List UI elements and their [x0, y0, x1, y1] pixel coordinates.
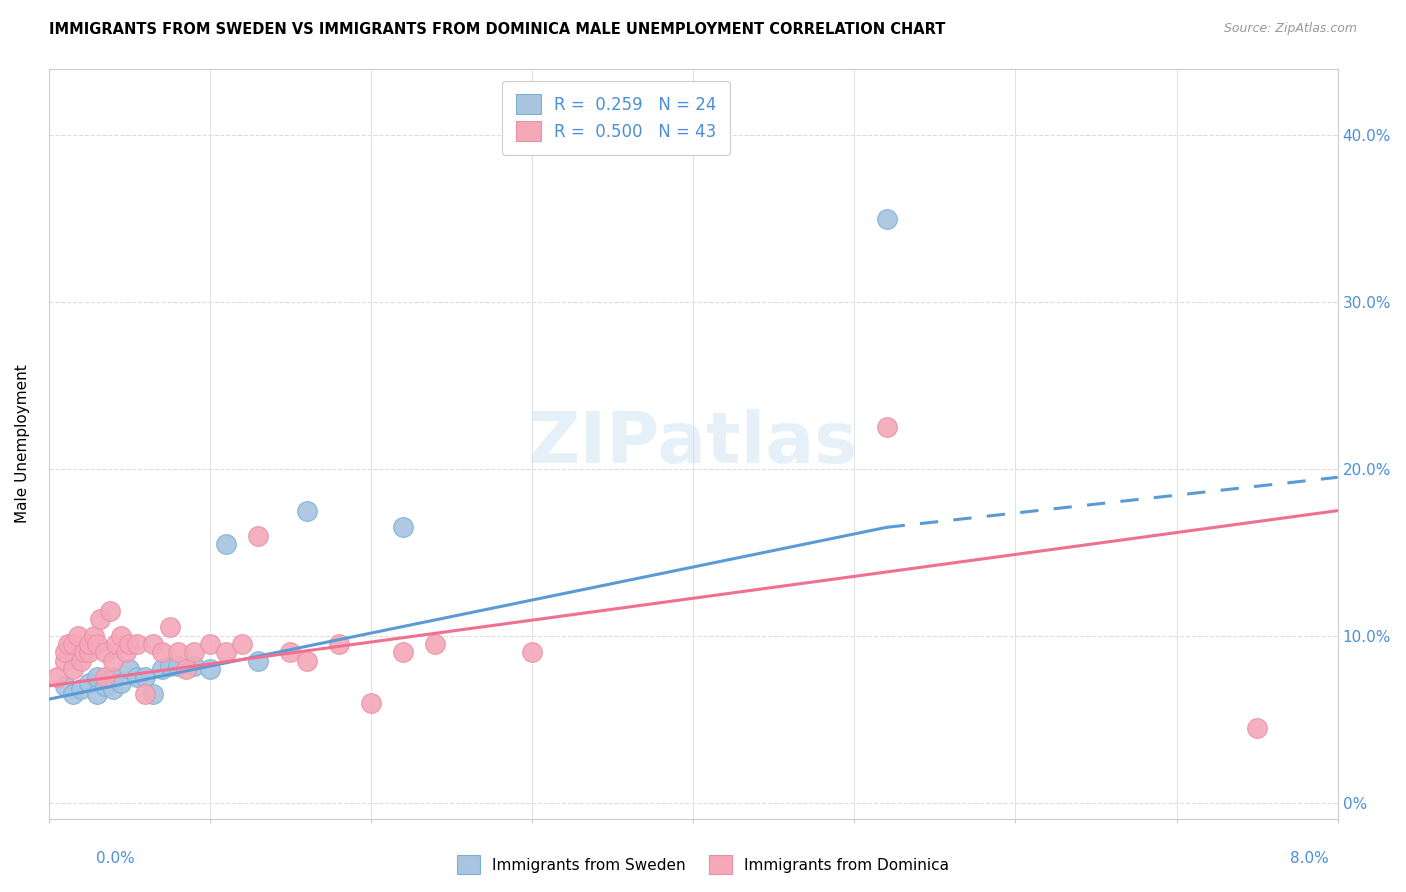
Point: [166, 645, 188, 659]
Point: [94, 645, 117, 659]
Point: [166, 658, 188, 673]
Point: [115, 645, 138, 659]
Point: [66, 629, 89, 643]
Legend: R =  0.259   N = 24, R =  0.500   N = 43: R = 0.259 N = 24, R = 0.500 N = 43: [502, 80, 730, 154]
Point: [118, 662, 141, 676]
Point: [94, 671, 117, 685]
Point: [103, 671, 125, 685]
Point: [134, 671, 156, 685]
Point: [231, 637, 253, 651]
Point: [142, 637, 165, 651]
Legend: Immigrants from Sweden, Immigrants from Dominica: Immigrants from Sweden, Immigrants from …: [451, 849, 955, 880]
Point: [280, 645, 302, 659]
Point: [159, 658, 181, 673]
Point: [62, 662, 84, 676]
Point: [1246, 721, 1268, 735]
Point: [86, 671, 108, 685]
Point: [150, 645, 173, 659]
Point: [295, 654, 318, 668]
Point: [425, 637, 447, 651]
Point: [118, 637, 141, 651]
Point: [215, 645, 238, 659]
Point: [198, 637, 221, 651]
Point: [83, 629, 105, 643]
Point: [159, 620, 181, 634]
Point: [53, 654, 76, 668]
Point: [103, 654, 125, 668]
Point: [134, 687, 156, 701]
Point: [520, 645, 543, 659]
Point: [110, 675, 132, 690]
Point: [360, 696, 382, 710]
Point: [183, 645, 205, 659]
Point: [150, 662, 173, 676]
Point: [73, 645, 96, 659]
Point: [215, 537, 238, 551]
Text: Source: ZipAtlas.com: Source: ZipAtlas.com: [1223, 22, 1357, 36]
Point: [98, 604, 121, 618]
Point: [127, 671, 149, 685]
Point: [127, 637, 149, 651]
Point: [56, 637, 79, 651]
Point: [45, 671, 67, 685]
Point: [70, 654, 93, 668]
Point: [53, 679, 76, 693]
Point: [105, 637, 128, 651]
Point: [77, 675, 100, 690]
Point: [89, 612, 111, 626]
Point: [53, 645, 76, 659]
Y-axis label: Male Unemployment: Male Unemployment: [15, 365, 30, 524]
Text: ZIPatlas: ZIPatlas: [529, 409, 858, 478]
Point: [198, 662, 221, 676]
Point: [876, 211, 898, 226]
Point: [62, 687, 84, 701]
Point: [70, 682, 93, 697]
Point: [295, 503, 318, 517]
Point: [62, 637, 84, 651]
Point: [392, 645, 415, 659]
Text: IMMIGRANTS FROM SWEDEN VS IMMIGRANTS FROM DOMINICA MALE UNEMPLOYMENT CORRELATION: IMMIGRANTS FROM SWEDEN VS IMMIGRANTS FRO…: [49, 22, 946, 37]
Point: [110, 629, 132, 643]
Point: [86, 637, 108, 651]
Point: [328, 637, 350, 651]
Point: [876, 420, 898, 434]
Point: [142, 687, 165, 701]
Text: 8.0%: 8.0%: [1289, 851, 1329, 865]
Point: [77, 645, 100, 659]
Point: [94, 679, 117, 693]
Point: [77, 637, 100, 651]
Point: [86, 687, 108, 701]
Point: [392, 520, 415, 534]
Point: [247, 654, 270, 668]
Point: [247, 529, 270, 543]
Point: [103, 682, 125, 697]
Text: 0.0%: 0.0%: [96, 851, 135, 865]
Point: [183, 658, 205, 673]
Point: [174, 662, 197, 676]
